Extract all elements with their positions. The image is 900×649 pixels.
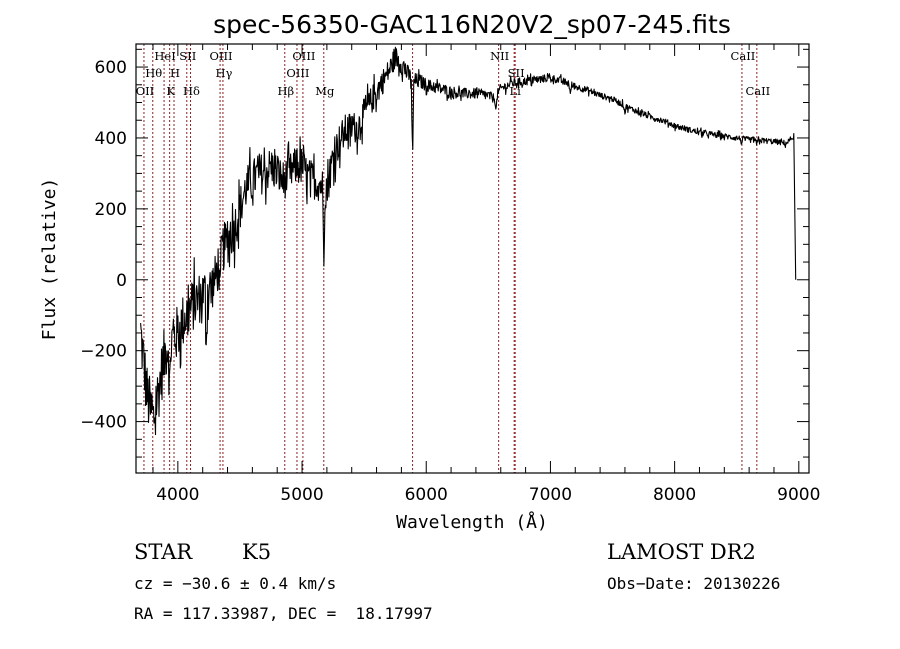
spectral-line-labels: OII Hθ HeI KH SII Hδ OIII Hγ Hβ OIII OIII Mg NII SII L… <box>136 49 771 98</box>
spectral-line-markers <box>143 44 758 473</box>
spectral-line-label: Hγ <box>215 66 232 80</box>
spectral-line-label: HeI <box>154 49 175 63</box>
x-tick-label: 5000 <box>280 485 323 505</box>
spectral-line-label: NII <box>490 49 509 63</box>
y-axis-label: Flux (relative) <box>39 178 60 341</box>
x-axis-tick-labels: 4000 5000 6000 7000 8000 9000 <box>156 485 820 505</box>
y-tick-label: −200 <box>80 342 127 362</box>
coordinates: RA = 117.33987, DEC = 18.17997 <box>134 604 433 623</box>
y-tick-label: 400 <box>95 129 127 149</box>
x-axis-ticks <box>152 44 800 473</box>
spectral-line-label: OIII <box>210 49 233 63</box>
spectral-line-label: H <box>170 66 180 80</box>
obs-date: Obs−Date: 20130226 <box>607 574 781 593</box>
spectral-line-label: SII <box>179 49 196 63</box>
x-tick-label: 4000 <box>156 485 199 505</box>
y-tick-label: −400 <box>80 413 127 433</box>
object-subclass: K5 <box>242 540 272 564</box>
spectral-line-label: Hθ <box>145 66 162 80</box>
object-class: STAR <box>134 540 193 564</box>
x-tick-label: 6000 <box>405 485 448 505</box>
y-tick-label: 200 <box>95 200 127 220</box>
spectral-line-label: K <box>166 84 175 98</box>
y-tick-label: 600 <box>95 58 127 78</box>
y-tick-label: 0 <box>116 271 127 291</box>
x-axis-label: Wavelength (Å) <box>396 511 548 533</box>
spectral-line-label: SII <box>508 66 525 80</box>
plot-frame <box>135 43 810 474</box>
x-tick-label: 7000 <box>529 485 572 505</box>
spectral-line-label: OII <box>136 84 155 98</box>
survey-name: LAMOST DR2 <box>607 540 756 564</box>
y-axis-tick-labels: −400 −200 0 200 400 600 <box>80 58 127 433</box>
x-tick-label: 9000 <box>777 485 820 505</box>
spectral-line-label: OIII <box>292 49 315 63</box>
y-axis-ticks <box>136 48 809 458</box>
spectral-line-label: Hδ <box>183 84 200 98</box>
spectral-line-label: OIII <box>286 66 309 80</box>
spectral-line-label: Hβ <box>277 84 294 98</box>
x-tick-label: 8000 <box>653 485 696 505</box>
spectrum-line <box>140 46 797 436</box>
spectral-line-label: CaII <box>731 49 756 63</box>
spectral-line-label: Mg <box>315 84 335 98</box>
redshift-readout: cz = −30.6 ± 0.4 km/s <box>134 574 337 593</box>
chart-title: spec-56350-GAC116N20V2_sp07-245.fits <box>213 10 731 39</box>
spectral-line-label: Li <box>510 84 522 98</box>
spectral-line-label: CaII <box>745 84 770 98</box>
